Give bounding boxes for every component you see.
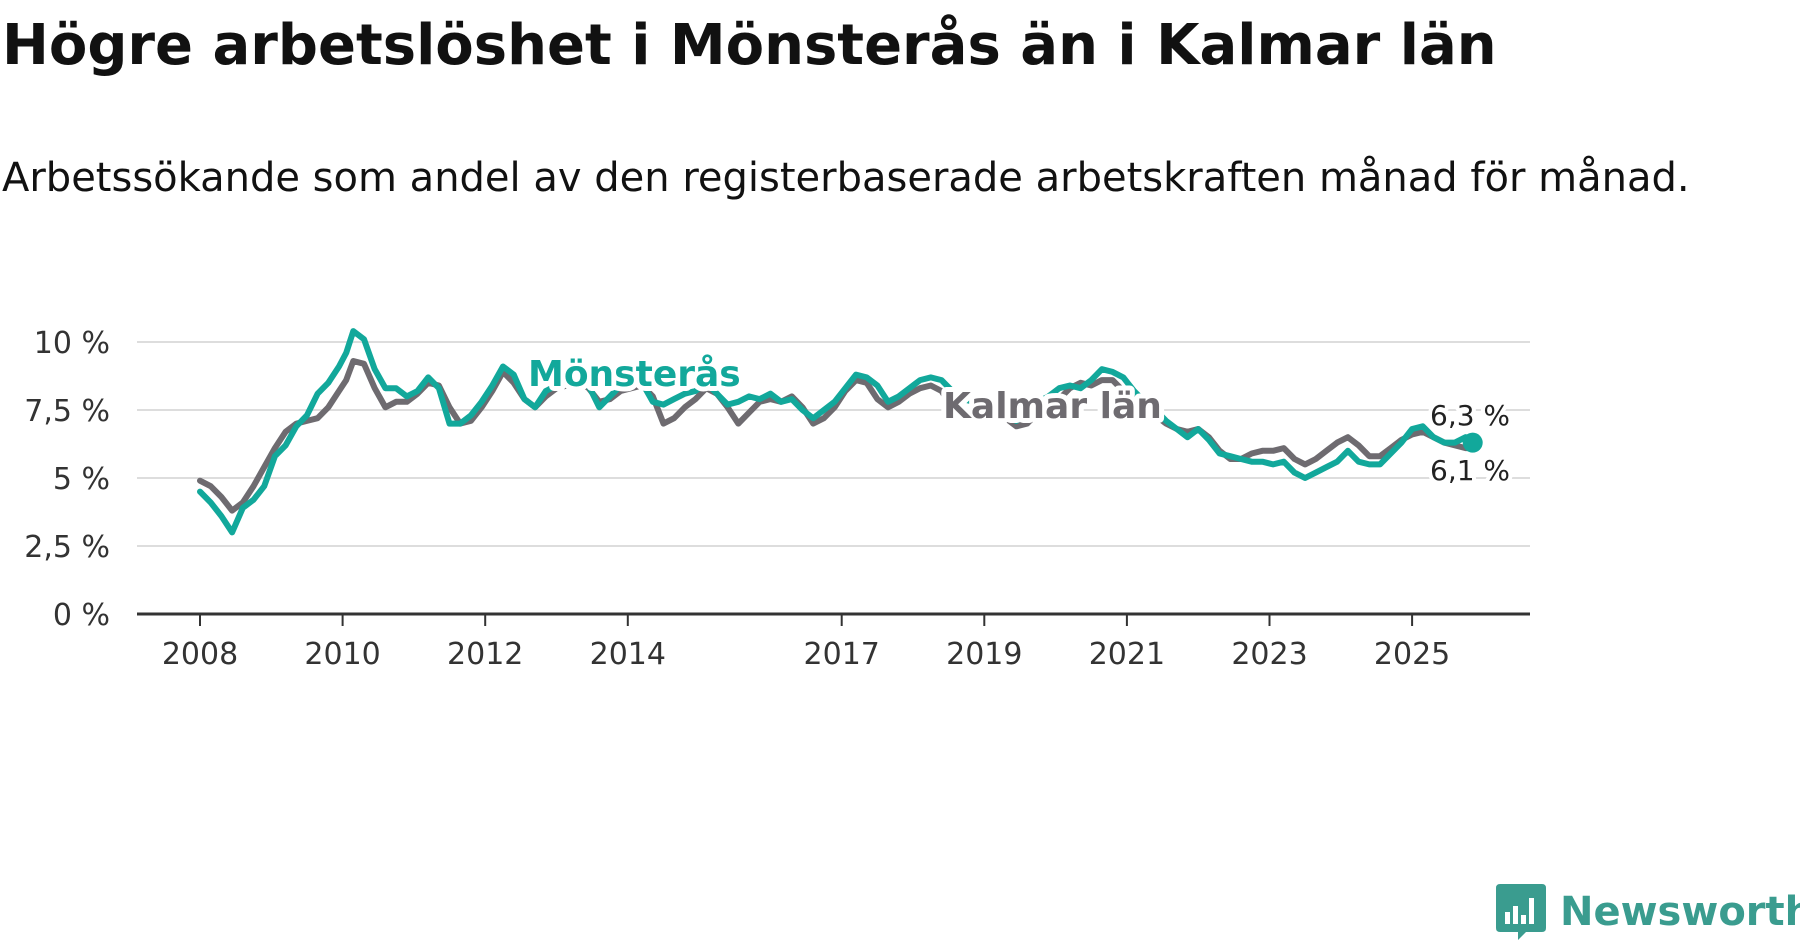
x-tick-label: 2008 bbox=[162, 637, 238, 672]
y-tick-label: 7,5 % bbox=[24, 394, 110, 429]
x-tick-label: 2023 bbox=[1231, 637, 1307, 672]
x-tick-label: 2025 bbox=[1374, 637, 1450, 672]
series-line-kalmar bbox=[197, 358, 1476, 514]
chart-title: Högre arbetslöshet i Mönsterås än i Kalm… bbox=[2, 13, 1497, 78]
x-tick-label: 2012 bbox=[447, 637, 523, 672]
brand-name: Newsworthy bbox=[1560, 889, 1800, 935]
y-tick-label: 10 % bbox=[34, 326, 110, 361]
newsworthy-logo-icon bbox=[1496, 884, 1546, 940]
chart-subtitle: Arbetssökande som andel av den registerb… bbox=[2, 155, 1690, 201]
series-label-monsteras: Mönsterås bbox=[528, 354, 741, 395]
label-layer: Mönsterås Kalmar län 6,3 % 6,1 % bbox=[523, 349, 1514, 491]
series-line-monsteras bbox=[197, 328, 1476, 536]
x-axis-ticks: 2008 2010 2012 2014 2017 2019 2021 2023 2025 bbox=[162, 614, 1450, 672]
brand-logo: Newsworthy bbox=[1496, 884, 1800, 940]
x-tick-label: 2017 bbox=[804, 637, 880, 672]
x-tick-label: 2010 bbox=[304, 637, 380, 672]
end-value-label-monsteras: 6,3 % bbox=[1430, 399, 1510, 432]
x-tick-label: 2014 bbox=[590, 637, 666, 672]
x-tick-label: 2021 bbox=[1089, 637, 1165, 672]
y-tick-label: 5 % bbox=[53, 462, 110, 497]
series-end-marker bbox=[1462, 432, 1483, 453]
end-value-label-kalmar: 6,1 % bbox=[1430, 454, 1510, 487]
series-label-kalmar: Kalmar län bbox=[943, 386, 1162, 427]
y-axis-ticks: 0 % 2,5 % 5 % 7,5 % 10 % bbox=[24, 326, 110, 633]
x-tick-label: 2019 bbox=[946, 637, 1022, 672]
y-tick-label: 2,5 % bbox=[24, 530, 110, 565]
y-tick-label: 0 % bbox=[53, 598, 110, 633]
series-layer bbox=[197, 328, 1483, 536]
